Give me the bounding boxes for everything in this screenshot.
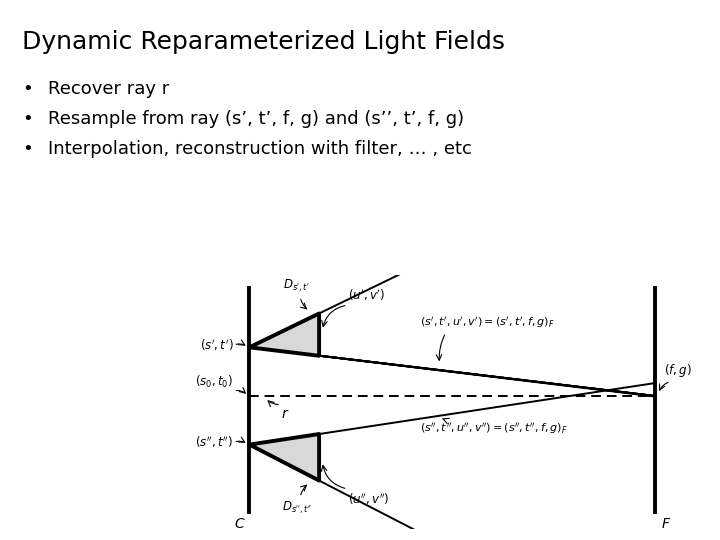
Text: $(s'',t'')$: $(s'',t'')$ <box>195 435 233 450</box>
Text: $(u',v')$: $(u',v')$ <box>348 287 384 303</box>
Polygon shape <box>249 313 319 356</box>
Text: •: • <box>22 110 32 128</box>
Text: $C$: $C$ <box>234 516 246 530</box>
Text: $D_{s'',t''}$: $D_{s'',t''}$ <box>282 500 312 516</box>
Text: Recover ray r: Recover ray r <box>48 80 169 98</box>
Text: $(s_0,t_0)$: $(s_0,t_0)$ <box>195 374 233 390</box>
Text: $F$: $F$ <box>661 516 671 530</box>
Text: $(f,g)$: $(f,g)$ <box>665 362 692 379</box>
Text: $(s',t')$: $(s',t')$ <box>200 338 233 353</box>
Text: $(s',t',u',v')=(s',t',f,g)_F$: $(s',t',u',v')=(s',t',f,g)_F$ <box>420 315 555 330</box>
Polygon shape <box>249 434 319 481</box>
Text: $(s'',t'',u'',v'')=(s'',t'',f,g)_F$: $(s'',t'',u'',v'')=(s'',t'',f,g)_F$ <box>420 421 568 436</box>
Text: •: • <box>22 80 32 98</box>
Text: Resample from ray (s’, t’, f, g) and (s’’, t’, f, g): Resample from ray (s’, t’, f, g) and (s’… <box>48 110 464 128</box>
Text: $D_{s',t'}$: $D_{s',t'}$ <box>284 278 310 294</box>
Text: •: • <box>22 140 32 158</box>
Text: Interpolation, reconstruction with filter, … , etc: Interpolation, reconstruction with filte… <box>48 140 472 158</box>
Text: Dynamic Reparameterized Light Fields: Dynamic Reparameterized Light Fields <box>22 30 505 54</box>
Text: $r$: $r$ <box>281 407 289 421</box>
Text: $(u'',v'')$: $(u'',v'')$ <box>348 491 390 507</box>
